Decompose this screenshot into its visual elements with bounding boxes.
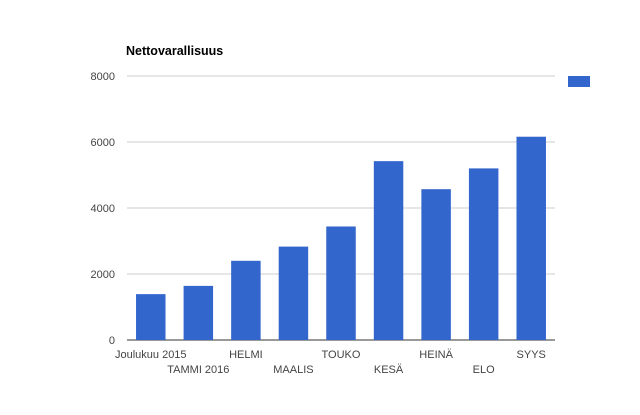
x-tick-label: ELO bbox=[473, 364, 495, 376]
bar bbox=[278, 246, 309, 340]
x-tick-label: TOUKO bbox=[322, 349, 361, 361]
bar bbox=[421, 189, 451, 340]
bar bbox=[183, 285, 214, 340]
y-tick-label: 4000 bbox=[91, 203, 115, 215]
y-tick-label: 2000 bbox=[91, 269, 115, 281]
x-tick-label: Joulukuu 2015 bbox=[115, 349, 187, 361]
legend-swatch bbox=[568, 76, 590, 87]
y-tick-label: 0 bbox=[109, 335, 115, 347]
bar bbox=[231, 260, 261, 340]
bar bbox=[468, 168, 499, 340]
bar bbox=[373, 161, 404, 340]
x-tick-label: TAMMI 2016 bbox=[167, 364, 229, 376]
x-tick-label: MAALIS bbox=[273, 364, 313, 376]
chart-title: Nettovarallisuus bbox=[126, 44, 223, 58]
y-tick-label: 8000 bbox=[91, 71, 115, 83]
x-tick-label: HELMI bbox=[229, 349, 263, 361]
x-tick-label: HEINÄ bbox=[419, 349, 453, 361]
bar bbox=[326, 226, 356, 340]
bar bbox=[136, 294, 166, 340]
x-tick-label: KESÄ bbox=[374, 364, 404, 376]
bar bbox=[516, 136, 546, 340]
y-tick-label: 6000 bbox=[91, 137, 115, 149]
x-tick-label: SYYS bbox=[517, 349, 546, 361]
